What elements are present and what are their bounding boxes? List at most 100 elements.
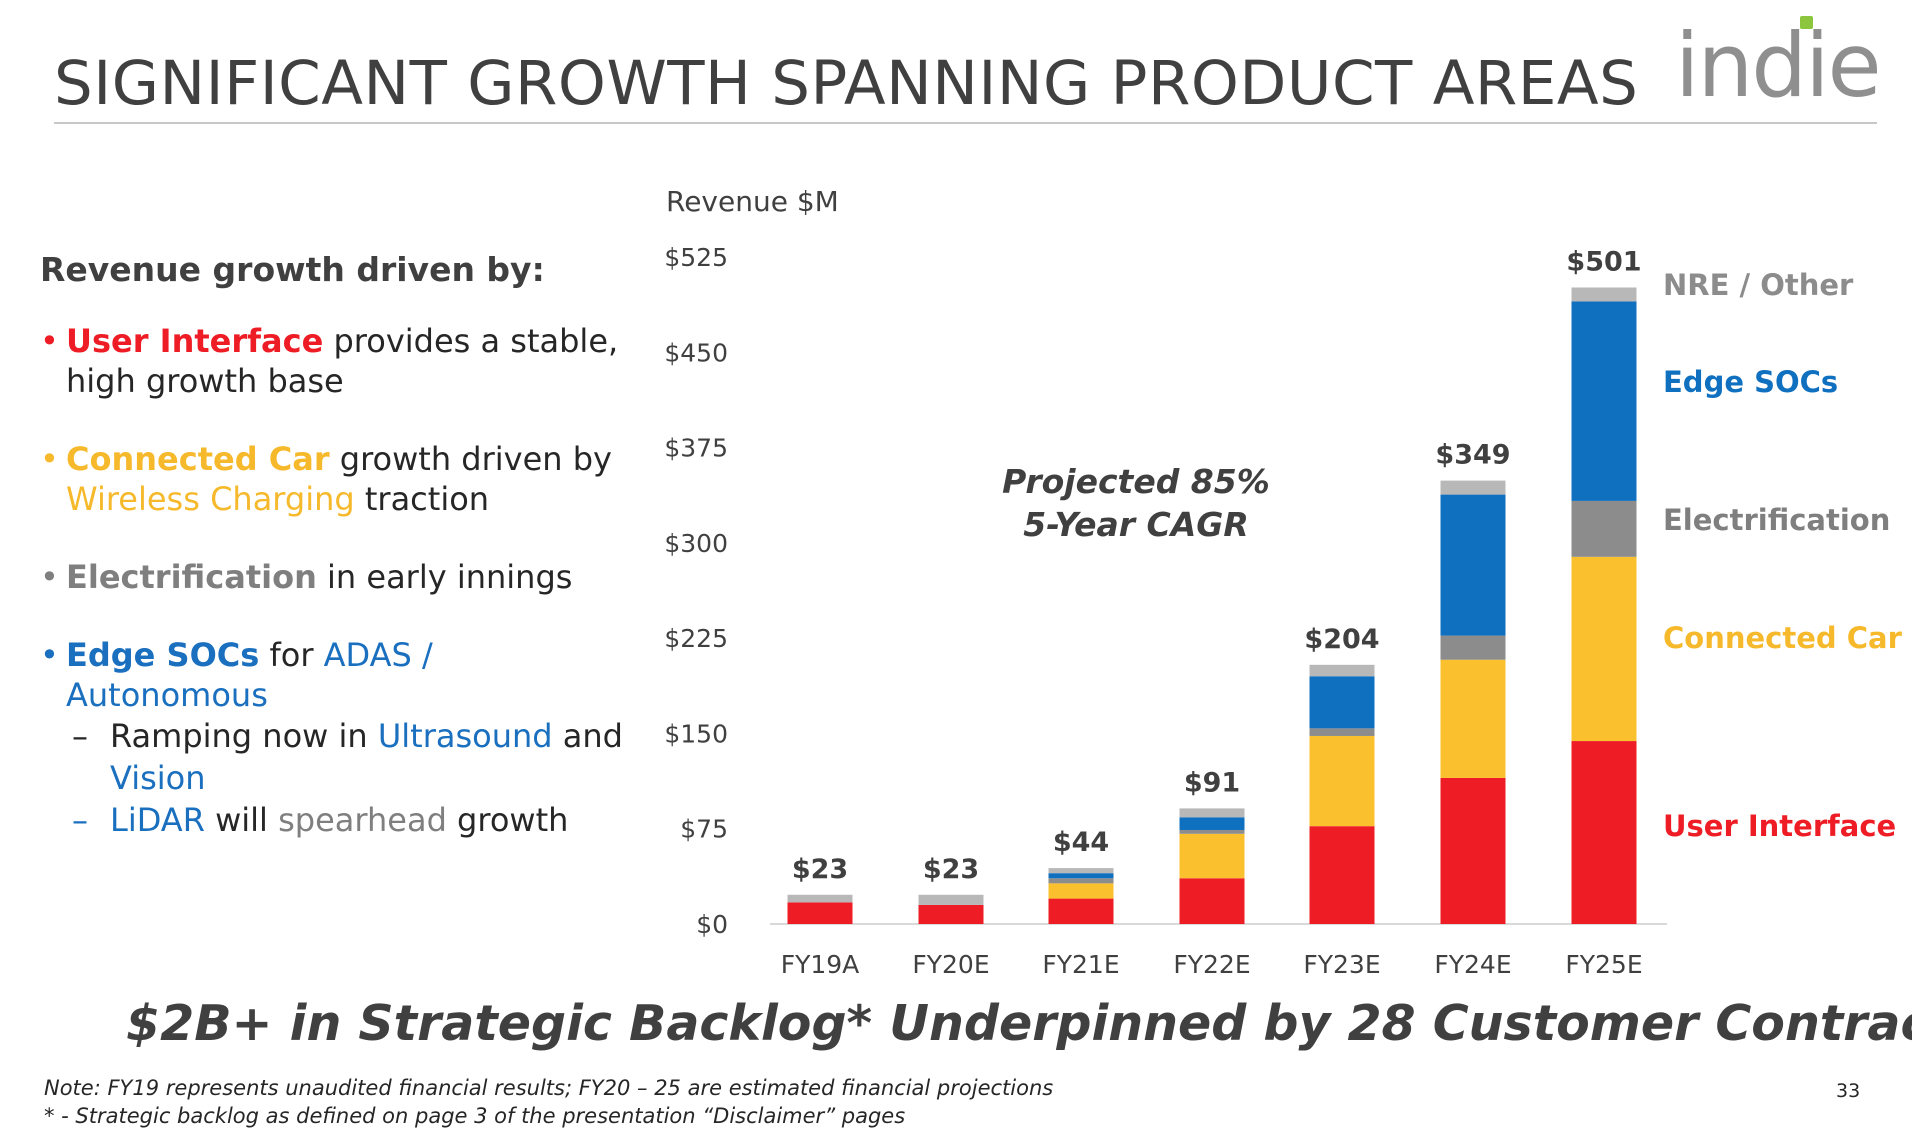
- y-tick-label: $0: [696, 910, 728, 939]
- bar-segment: [1048, 868, 1114, 874]
- highlight-adas: ADAS / Autonomous: [66, 636, 433, 714]
- bullet-dot: •: [40, 322, 59, 360]
- series-legend-label: Edge SOCs: [1663, 365, 1838, 399]
- bullet-edge-socs: • Edge SOCs for ADAS / Autonomous: [40, 635, 640, 715]
- y-tick-label: $75: [680, 815, 728, 844]
- bullet-user-interface: • User Interface provides a stable, high…: [40, 321, 640, 401]
- cagr-annotation: 5-Year CAGR: [1023, 505, 1249, 544]
- drivers-heading: Revenue growth driven by:: [40, 250, 545, 289]
- bar-segment: [1179, 878, 1245, 924]
- bar-segment: [1571, 287, 1637, 302]
- bullet-electrification: • Electrification in early innings: [40, 557, 640, 597]
- bar-segment: [1048, 883, 1114, 899]
- highlight-ultrasound: Ultrasound: [377, 717, 553, 755]
- bar-segment: [1179, 808, 1245, 818]
- bar-segment: [1571, 741, 1637, 924]
- y-tick-label: $150: [664, 719, 728, 748]
- y-tick-label: $450: [664, 338, 728, 367]
- bar-segment: [918, 894, 984, 905]
- backlog-headline: $2B+ in Strategic Backlog* Underpinned b…: [126, 995, 1912, 1052]
- bar-segment: [1571, 301, 1637, 501]
- bar-segment: [1179, 833, 1245, 879]
- y-tick-label: $525: [664, 243, 728, 272]
- bar-segment: [1048, 878, 1114, 884]
- page-number: 33: [1836, 1080, 1861, 1102]
- page-title: SIGNIFICANT GROWTH SPANNING PRODUCT AREA…: [54, 48, 1639, 119]
- cagr-annotation: Projected 85%: [1002, 462, 1270, 501]
- logo-dot-mark: [1800, 16, 1813, 29]
- highlight-vision: Vision: [110, 759, 206, 797]
- y-axis-title: Revenue $M: [666, 185, 839, 218]
- bar-segment: [787, 894, 853, 903]
- highlight-electrification: Electrification: [66, 558, 317, 596]
- bullet-dot: •: [40, 636, 59, 674]
- series-legend-label: Electrification: [1663, 503, 1890, 537]
- bar-total-label: $501: [1566, 246, 1641, 277]
- sub-text: Ramping now in: [110, 717, 378, 755]
- series-legend-label: Connected Car: [1663, 621, 1903, 655]
- sub-bullet-dash: –: [72, 717, 88, 755]
- bar-segment: [1179, 817, 1245, 830]
- bar-total-label: $23: [923, 854, 979, 885]
- bar-segment: [1309, 676, 1375, 729]
- bullet-text: for: [259, 636, 324, 674]
- bar-segment: [1440, 777, 1506, 924]
- bar-segment: [1048, 873, 1114, 879]
- sub-text: and: [552, 717, 623, 755]
- bar-segment: [1440, 480, 1506, 495]
- bullet-dot: •: [40, 440, 59, 478]
- bar-segment: [1309, 826, 1375, 924]
- y-tick-label: $375: [664, 434, 728, 463]
- x-tick-label: FY25E: [1565, 950, 1642, 979]
- highlight-user-interface: User Interface: [66, 322, 324, 360]
- bullet-connected-car: • Connected Car growth driven by Wireles…: [40, 439, 640, 519]
- growth-drivers-panel: Revenue growth driven by: • User Interfa…: [40, 250, 640, 841]
- highlight-lidar: LiDAR: [110, 801, 205, 839]
- x-tick-label: FY21E: [1042, 950, 1119, 979]
- bar-total-label: $204: [1304, 624, 1379, 655]
- highlight-edge-socs: Edge SOCs: [66, 636, 260, 674]
- bar-segment: [1571, 500, 1637, 557]
- sub-bullet-ramping: – Ramping now in Ultrasound and Vision: [40, 715, 640, 799]
- bar-segment: [787, 902, 853, 924]
- bar-total-label: $23: [792, 854, 848, 885]
- bar-segment: [1048, 898, 1114, 924]
- sub-text: growth: [446, 801, 569, 839]
- bullet-dot: •: [40, 558, 59, 596]
- series-legend-label: NRE / Other: [1663, 268, 1854, 302]
- indie-logo: indie: [1675, 14, 1882, 117]
- footnote-fy19: Note: FY19 represents unaudited financia…: [44, 1076, 1054, 1100]
- bar-segment: [1309, 728, 1375, 736]
- highlight-connected-car: Connected Car: [66, 440, 330, 478]
- bullet-text: in early innings: [316, 558, 573, 596]
- x-tick-label: FY23E: [1303, 950, 1380, 979]
- bullet-text-line2: high growth base: [66, 362, 344, 400]
- bullet-text: growth driven by: [329, 440, 612, 478]
- bar-total-label: $44: [1053, 827, 1109, 858]
- bar-total-label: $91: [1184, 767, 1240, 798]
- y-tick-label: $225: [664, 624, 728, 653]
- x-tick-label: FY19A: [781, 950, 860, 979]
- bullet-text: traction: [354, 480, 490, 518]
- y-tick-label: $300: [664, 529, 728, 558]
- bar-segment: [1309, 664, 1375, 677]
- revenue-stacked-bar-chart: Revenue $M $0 $75 $150 $225 $300 $375 $450 $525 $…: [664, 185, 1903, 979]
- bar-segment: [1440, 635, 1506, 660]
- highlight-wireless-charging: Wireless Charging: [66, 480, 355, 518]
- bar-segment: [1309, 735, 1375, 827]
- bar-segment: [1440, 494, 1506, 636]
- sub-bullet-lidar: – LiDAR will spearhead growth: [40, 799, 640, 841]
- sub-text: will: [204, 801, 279, 839]
- bar-total-label: $349: [1435, 440, 1510, 471]
- highlight-spearhead: spearhead: [278, 801, 447, 839]
- bullet-text: provides a stable,: [323, 322, 619, 360]
- bar-segment: [918, 904, 984, 924]
- sub-bullet-dash: –: [72, 801, 88, 839]
- bar-segment: [1571, 556, 1637, 742]
- bar-segment: [1179, 829, 1245, 834]
- x-tick-label: FY24E: [1434, 950, 1511, 979]
- bar-segment: [1440, 659, 1506, 778]
- x-tick-label: FY20E: [912, 950, 989, 979]
- title-divider: [54, 122, 1877, 124]
- series-legend-label: User Interface: [1663, 809, 1896, 843]
